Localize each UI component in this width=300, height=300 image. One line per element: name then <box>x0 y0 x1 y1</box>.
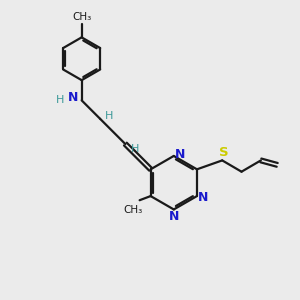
Text: H: H <box>56 95 64 105</box>
Text: H: H <box>105 111 113 121</box>
Text: CH₃: CH₃ <box>72 11 91 22</box>
Text: H: H <box>131 144 139 154</box>
Text: N: N <box>169 210 179 224</box>
Text: S: S <box>219 146 229 160</box>
Text: CH₃: CH₃ <box>123 205 142 215</box>
Text: N: N <box>175 148 185 161</box>
Text: N: N <box>68 91 79 104</box>
Text: N: N <box>198 191 209 204</box>
